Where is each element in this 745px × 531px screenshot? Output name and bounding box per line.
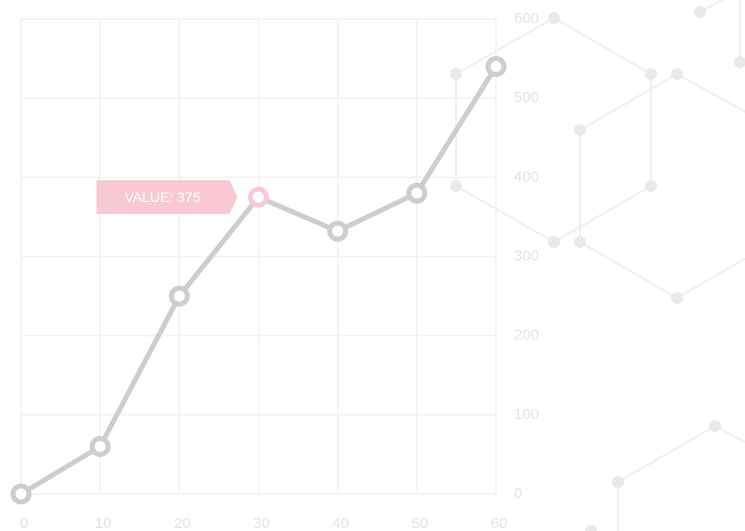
- y-tick-label: 100: [514, 406, 539, 423]
- y-tick-label: 300: [514, 247, 539, 264]
- y-tick-label: 200: [514, 327, 539, 344]
- x-tick-label: 30: [253, 515, 270, 531]
- data-point: [485, 56, 507, 77]
- data-point: [168, 285, 190, 307]
- x-tick-label: 60: [491, 515, 508, 531]
- x-tick-label: 0: [20, 515, 28, 531]
- data-point: [406, 182, 428, 204]
- y-tick-label: 500: [514, 89, 539, 106]
- tooltip-box: [96, 180, 238, 215]
- data-point: [327, 220, 349, 242]
- y-tick-label: 400: [514, 168, 539, 185]
- data-point: [89, 436, 111, 457]
- x-tick-label: 20: [174, 515, 191, 531]
- x-tick-label: 40: [332, 515, 349, 531]
- x-tick-label: 10: [95, 515, 112, 531]
- hexagon-decoration: [450, 0, 745, 531]
- y-tick-label: 600: [514, 10, 539, 27]
- data-point: [10, 483, 32, 505]
- y-tick-label: 0: [514, 485, 522, 502]
- tooltip-label: VALUE: 375: [124, 189, 200, 205]
- data-point: [248, 186, 269, 208]
- x-tick-label: 50: [411, 515, 428, 531]
